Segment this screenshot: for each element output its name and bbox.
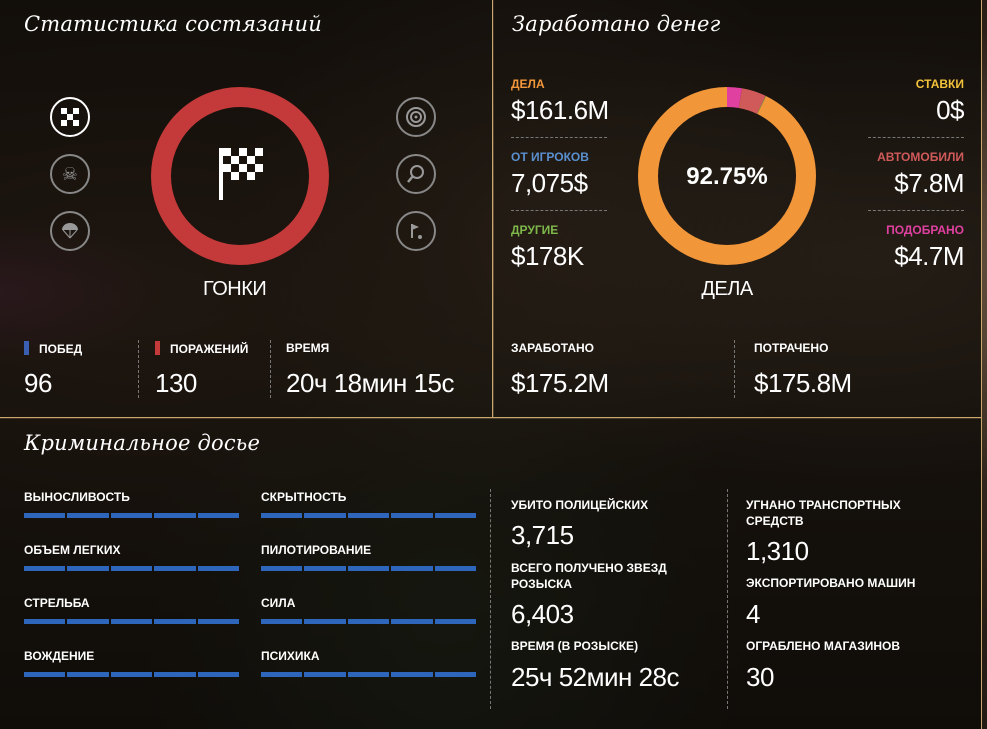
frame-divider bbox=[981, 0, 982, 729]
wanted-stars-label: ВСЕГО ПОЛУЧЕНО ЗВЕЗД РОЗЫСКА bbox=[511, 561, 667, 591]
money-earned-panel: Заработано денег ДЕЛА $161.6M ОТ ИГРОКОВ… bbox=[494, 0, 981, 417]
race-mode-label: ГОНКИ bbox=[203, 278, 267, 300]
picked-up-label: ПОДОБРАНО bbox=[886, 223, 964, 237]
spent-value: $175.8M bbox=[754, 368, 852, 398]
skill-stamina-label: ВЫНОСЛИВОСТЬ bbox=[24, 490, 130, 504]
from-players-label: ОТ ИГРОКОВ bbox=[511, 150, 589, 164]
divider bbox=[727, 489, 728, 709]
skill-shooting-label: СТРЕЛЬБА bbox=[24, 596, 90, 610]
cops-killed-value: 3,715 bbox=[511, 520, 574, 550]
tennis-icon[interactable] bbox=[396, 154, 436, 194]
money-panel-title: Заработано денег bbox=[512, 12, 721, 36]
parachute-icon[interactable] bbox=[50, 211, 90, 251]
skill-stealth-bar bbox=[261, 513, 477, 518]
checkered-flag-icon[interactable] bbox=[50, 97, 90, 137]
frame-divider bbox=[0, 417, 982, 418]
cars-exported-value: 4 bbox=[746, 599, 760, 629]
vehicles-stolen-value: 1,310 bbox=[746, 536, 809, 566]
jobs-label: ДЕЛА bbox=[511, 77, 545, 91]
cops-killed-label: УБИТО ПОЛИЦЕЙСКИХ bbox=[511, 498, 649, 512]
spent-label: ПОТРАЧЕНО bbox=[754, 341, 829, 355]
divider bbox=[511, 210, 607, 211]
losses-label: ПОРАЖЕНИЙ bbox=[155, 341, 248, 356]
wanted-time-value: 25ч 52мин 28с bbox=[511, 662, 680, 692]
divider bbox=[490, 489, 491, 709]
skill-driving-label: ВОЖДЕНИЕ bbox=[24, 649, 95, 663]
skill-strength-bar bbox=[261, 619, 477, 624]
earned-label: ЗАРАБОТАНО bbox=[511, 341, 594, 355]
stores-robbed-value: 30 bbox=[746, 662, 774, 692]
race-stats-panel: Статистика состязаний ☠ ГОНКИ ПОБЕД 96 П… bbox=[0, 0, 492, 417]
skill-mental-label: ПСИХИКА bbox=[261, 649, 320, 663]
earned-value: $175.2M bbox=[511, 368, 609, 398]
donut-center-label: ДЕЛА bbox=[701, 278, 753, 300]
stores-robbed-label: ОГРАБЛЕНО МАГАЗИНОВ bbox=[746, 639, 901, 653]
race-ring-chart bbox=[151, 87, 329, 265]
bets-label: СТАВКИ bbox=[915, 77, 964, 91]
divider bbox=[270, 340, 271, 398]
donut-center-percent: 92.75% bbox=[686, 163, 768, 190]
time-value: 20ч 18мин 15с bbox=[286, 368, 455, 398]
skill-driving-bar bbox=[24, 672, 240, 677]
skill-flying-label: ПИЛОТИРОВАНИЕ bbox=[261, 543, 372, 557]
vehicles-stolen-label: УГНАНО ТРАНСПОРТНЫХ СРЕДСТВ bbox=[746, 498, 901, 528]
other-label: ДРУГИЕ bbox=[511, 223, 559, 237]
criminal-record-panel: Криминальное досье ВЫНОСЛИВОСТЬ ОБЪЕМ ЛЕ… bbox=[0, 419, 981, 729]
time-label: ВРЕМЯ bbox=[286, 341, 330, 355]
divider bbox=[868, 137, 964, 138]
target-icon[interactable] bbox=[396, 97, 436, 137]
divider bbox=[511, 137, 607, 138]
picked-up-value: $4.7M bbox=[894, 241, 964, 271]
losses-marker bbox=[155, 341, 160, 355]
skill-lung-capacity-bar bbox=[24, 566, 240, 571]
wins-value: 96 bbox=[24, 368, 52, 398]
skill-stamina-bar bbox=[24, 513, 240, 518]
from-players-value: 7,075$ bbox=[511, 168, 588, 198]
divider bbox=[734, 340, 735, 398]
race-panel-title: Статистика состязаний bbox=[24, 12, 322, 36]
skill-mental-bar bbox=[261, 672, 477, 677]
divider bbox=[138, 340, 139, 398]
losses-value: 130 bbox=[155, 368, 197, 398]
divider bbox=[868, 210, 964, 211]
wins-label: ПОБЕД bbox=[24, 341, 82, 356]
frame-divider bbox=[492, 0, 493, 417]
skill-lung-capacity-label: ОБЪЕМ ЛЕГКИХ bbox=[24, 543, 121, 557]
cars-label: АВТОМОБИЛИ bbox=[877, 150, 964, 164]
losses-ring-segment bbox=[151, 87, 329, 265]
wanted-time-label: ВРЕМЯ (В РОЗЫСКЕ) bbox=[511, 639, 639, 653]
skill-strength-label: СИЛА bbox=[261, 596, 296, 610]
golf-icon[interactable] bbox=[396, 211, 436, 251]
checkered-flag-center-icon bbox=[219, 148, 263, 200]
money-donut-chart bbox=[638, 87, 816, 265]
skill-stealth-label: СКРЫТНОСТЬ bbox=[261, 490, 347, 504]
wins-marker bbox=[24, 341, 29, 355]
cars-exported-label: ЭКСПОРТИРОВАНО МАШИН bbox=[746, 576, 916, 590]
bets-value: 0$ bbox=[936, 95, 964, 125]
skill-flying-bar bbox=[261, 566, 477, 571]
other-value: $178K bbox=[511, 241, 584, 271]
wanted-stars-value: 6,403 bbox=[511, 599, 574, 629]
cars-value: $7.8M bbox=[894, 168, 964, 198]
skull-icon[interactable]: ☠ bbox=[50, 154, 90, 194]
skill-shooting-bar bbox=[24, 619, 240, 624]
jobs-value: $161.6M bbox=[511, 95, 609, 125]
donut-segment bbox=[638, 87, 816, 265]
crime-panel-title: Криминальное досье bbox=[24, 431, 261, 455]
